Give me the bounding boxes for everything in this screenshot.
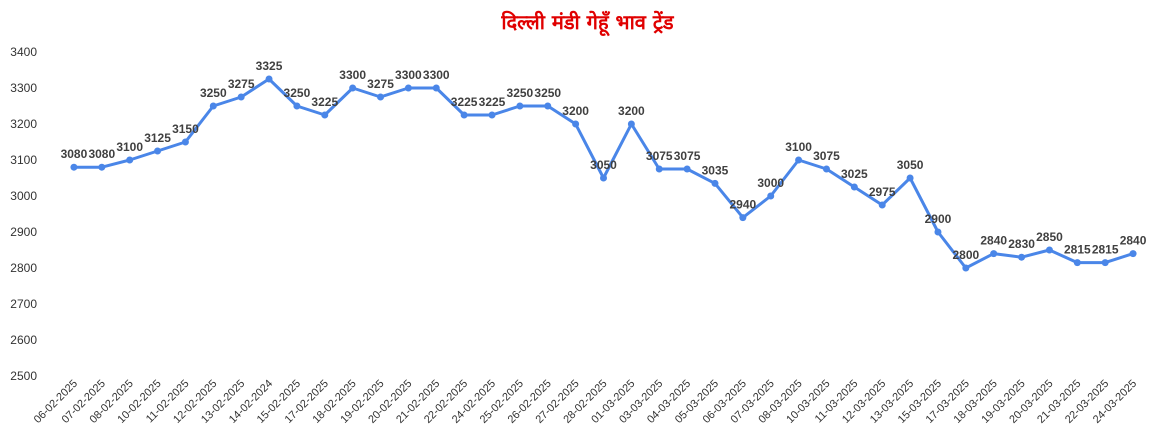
data-label: 3100 — [116, 140, 143, 154]
data-label: 3275 — [228, 77, 255, 91]
data-point — [1018, 253, 1026, 261]
data-label: 3035 — [702, 163, 729, 177]
data-point — [404, 84, 412, 92]
series-line — [73, 77, 1134, 270]
data-label: 3225 — [451, 95, 478, 109]
data-point — [488, 111, 496, 119]
data-point — [1073, 259, 1081, 267]
data-label: 2850 — [1036, 230, 1063, 244]
y-tick-label: 2800 — [10, 261, 37, 275]
data-label: 3080 — [88, 147, 115, 161]
data-label: 2900 — [925, 212, 952, 226]
data-point — [990, 250, 998, 258]
data-point — [850, 183, 858, 191]
data-point — [739, 214, 747, 222]
data-point — [627, 120, 635, 128]
data-point — [544, 102, 552, 110]
data-point — [600, 174, 607, 182]
x-axis: 06-02-202507-02-202508-02-202510-02-2025… — [32, 378, 1139, 426]
data-point — [683, 165, 691, 173]
data-point — [878, 201, 886, 209]
data-point — [70, 163, 78, 171]
data-label: 2940 — [730, 198, 757, 212]
data-point — [572, 120, 580, 128]
data-point — [1045, 246, 1053, 254]
y-axis: 2500 2600 2700 2800 2900 3000 3100 3200 3300 3400 — [10, 45, 37, 383]
data-point — [237, 93, 245, 101]
data-label: 3100 — [785, 140, 812, 154]
data-point — [432, 84, 440, 92]
data-label: 3200 — [562, 104, 589, 118]
y-tick-label: 2600 — [10, 333, 37, 347]
data-label: 2815 — [1092, 243, 1119, 257]
y-tick-label: 3400 — [10, 45, 37, 59]
data-point — [1101, 259, 1109, 267]
data-point — [209, 102, 217, 110]
data-point — [516, 102, 524, 110]
data-point — [377, 93, 385, 101]
data-label: 3225 — [479, 95, 506, 109]
data-label: 3125 — [144, 131, 171, 145]
data-label: 3250 — [507, 86, 534, 100]
y-tick-label: 3000 — [10, 189, 37, 203]
data-label: 3075 — [674, 149, 701, 163]
data-label: 2815 — [1064, 243, 1091, 257]
y-tick-label: 3200 — [10, 117, 37, 131]
data-label: 3075 — [813, 149, 840, 163]
data-label: 2840 — [1120, 234, 1147, 248]
data-point — [181, 138, 189, 146]
data-labels-group: 3080 308031003125315032503275332532503225… — [61, 59, 1147, 262]
data-label: 3250 — [534, 86, 561, 100]
data-point — [767, 192, 775, 200]
data-label: 3080 — [61, 147, 88, 161]
chart-title: दिल्ली मंडी गेहूँ भाव ट्रेंड — [501, 10, 674, 34]
data-point — [1129, 250, 1137, 258]
data-label: 3225 — [311, 95, 338, 109]
y-tick-label: 2900 — [10, 225, 37, 239]
series-line-group — [73, 77, 1134, 270]
data-point — [293, 102, 301, 110]
data-label: 2800 — [952, 248, 979, 262]
data-point — [822, 165, 830, 173]
data-label: 3325 — [256, 59, 283, 73]
data-point — [126, 156, 134, 164]
data-label: 3050 — [590, 158, 617, 172]
data-label: 3000 — [757, 176, 784, 190]
data-label: 3025 — [841, 167, 868, 181]
data-label: 3050 — [897, 158, 924, 172]
data-label: 3300 — [395, 68, 422, 82]
data-label: 3275 — [367, 77, 394, 91]
data-point — [321, 111, 329, 119]
data-point — [655, 165, 663, 173]
data-label: 3250 — [284, 86, 311, 100]
data-points-group — [70, 75, 1137, 272]
data-point — [906, 174, 914, 182]
data-label: 3150 — [172, 122, 199, 136]
data-point — [962, 264, 970, 272]
data-point — [460, 111, 468, 119]
data-point — [98, 163, 106, 171]
data-point — [934, 228, 942, 236]
data-label: 3200 — [618, 104, 645, 118]
y-tick-label: 2700 — [10, 297, 37, 311]
data-label: 3300 — [339, 68, 366, 82]
data-label: 2830 — [1008, 237, 1035, 251]
data-label: 2975 — [869, 185, 896, 199]
data-label: 3250 — [200, 86, 227, 100]
data-label: 3300 — [423, 68, 450, 82]
data-point — [349, 84, 357, 92]
data-point — [795, 156, 803, 164]
y-tick-label: 2500 — [10, 369, 37, 383]
data-point — [265, 75, 273, 83]
data-point — [154, 147, 162, 155]
y-tick-label: 3100 — [10, 153, 37, 167]
data-point — [711, 179, 719, 187]
data-label: 2840 — [980, 234, 1007, 248]
y-tick-label: 3300 — [10, 81, 37, 95]
data-label: 3075 — [646, 149, 673, 163]
